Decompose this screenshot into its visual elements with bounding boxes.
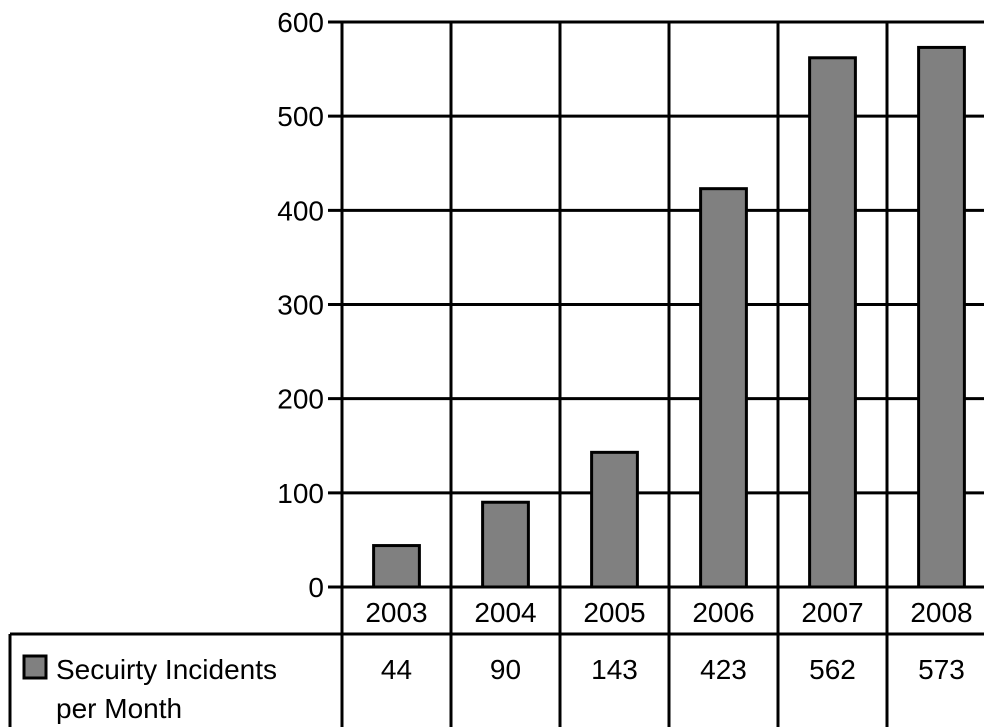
legend-swatch [22,654,48,680]
y-axis: 0 100 200 300 400 500 600 [277,7,324,603]
x-category-label: 2007 [801,597,863,628]
bar-series [372,45,966,589]
y-tick-label: 600 [277,7,324,38]
x-category-label: 2006 [692,597,754,628]
data-label: 423 [700,654,747,685]
data-label: 90 [490,654,521,685]
x-category-label: 2005 [583,597,645,628]
y-tick-label: 300 [277,290,324,321]
bar [590,450,639,589]
bar [699,187,748,589]
y-tick-label: 400 [277,195,324,226]
y-tick-label: 500 [277,101,324,132]
y-tick-label: 0 [308,572,324,603]
bar [917,45,966,589]
data-table: 2003 44 2004 90 2005 143 2006 423 2007 562 2008 573 [8,597,984,727]
bar [481,500,530,589]
bar [372,544,421,589]
y-tick-label: 100 [277,478,324,509]
gridlines [328,20,984,727]
y-tick-label: 200 [277,384,324,415]
x-category-label: 2008 [910,597,972,628]
legend-label: per Month [56,693,182,724]
bar [808,56,857,589]
data-label: 44 [381,654,412,685]
data-label: 573 [918,654,965,685]
legend-label: Secuirty Incidents [56,654,277,685]
data-label: 562 [809,654,856,685]
x-category-label: 2003 [365,597,427,628]
data-label: 143 [591,654,638,685]
legend: Secuirty Incidents per Month [22,654,277,724]
x-category-label: 2004 [474,597,536,628]
